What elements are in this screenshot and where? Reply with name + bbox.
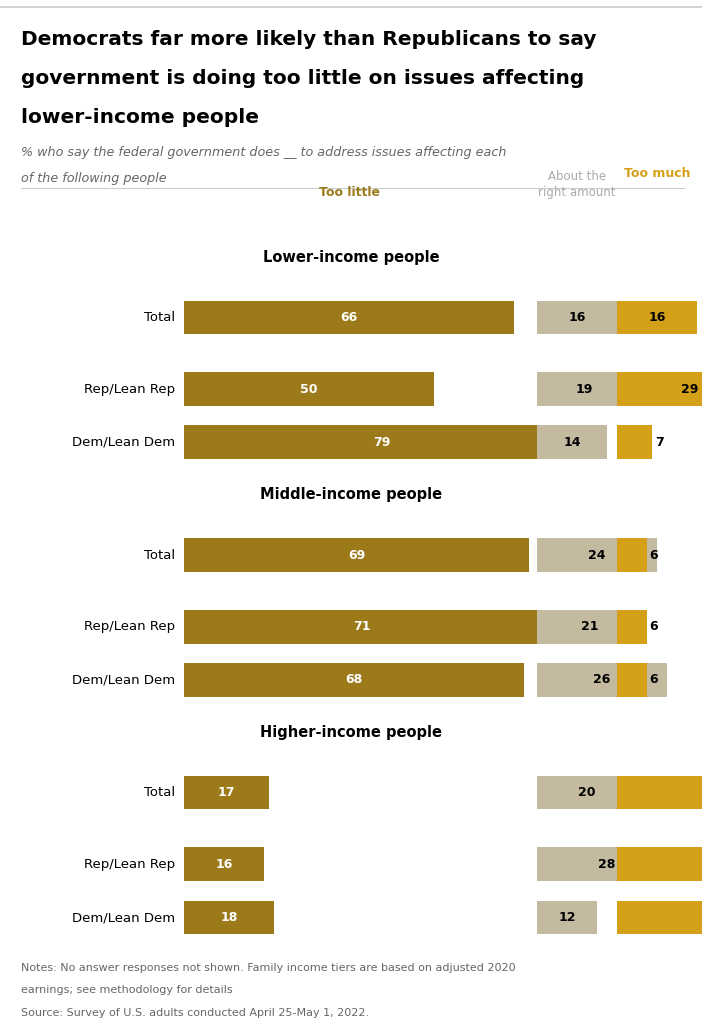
- Text: About the
right amount: About the right amount: [538, 170, 616, 199]
- Text: 28: 28: [598, 858, 616, 870]
- Text: % who say the federal government does __ to address issues affecting each: % who say the federal government does __…: [21, 146, 507, 160]
- Text: 16: 16: [216, 858, 232, 870]
- Bar: [537, 664, 667, 697]
- Text: 6: 6: [650, 549, 658, 561]
- Bar: [537, 373, 632, 407]
- Bar: [184, 848, 264, 882]
- Text: Source: Survey of U.S. adults conducted April 25-May 1, 2022.: Source: Survey of U.S. adults conducted …: [21, 1008, 369, 1018]
- Bar: [537, 901, 597, 935]
- Text: Democrats far more likely than Republicans to say: Democrats far more likely than Republica…: [21, 30, 597, 49]
- Text: 21: 21: [581, 621, 598, 633]
- Bar: [617, 373, 702, 407]
- Bar: [184, 664, 524, 697]
- Text: Higher-income people: Higher-income people: [260, 725, 442, 740]
- Text: of the following people: of the following people: [21, 172, 166, 185]
- Text: Too much: Too much: [623, 167, 690, 180]
- Text: 66: 66: [340, 311, 358, 324]
- Bar: [184, 426, 579, 460]
- Bar: [184, 610, 539, 644]
- Bar: [184, 373, 434, 407]
- Text: 16: 16: [568, 311, 585, 324]
- Text: 16: 16: [648, 311, 665, 324]
- Text: 6: 6: [650, 674, 658, 686]
- Text: Rep/Lean Rep: Rep/Lean Rep: [84, 621, 176, 633]
- Text: 68: 68: [345, 674, 363, 686]
- Text: Middle-income people: Middle-income people: [260, 487, 442, 503]
- Text: 79: 79: [373, 436, 390, 449]
- Bar: [617, 848, 702, 882]
- Bar: [617, 426, 652, 460]
- Text: Rep/Lean Rep: Rep/Lean Rep: [84, 858, 176, 870]
- Text: 19: 19: [576, 383, 593, 395]
- Text: earnings; see methodology for details: earnings; see methodology for details: [21, 985, 232, 995]
- Text: 29: 29: [681, 383, 698, 395]
- Text: 14: 14: [563, 436, 581, 449]
- Text: 17: 17: [218, 786, 235, 799]
- Text: lower-income people: lower-income people: [21, 108, 259, 127]
- Bar: [617, 776, 702, 810]
- Text: Dem/Lean Dem: Dem/Lean Dem: [72, 911, 176, 924]
- Bar: [537, 426, 607, 460]
- Text: Rep/Lean Rep: Rep/Lean Rep: [84, 383, 176, 395]
- Text: Dem/Lean Dem: Dem/Lean Dem: [72, 436, 176, 449]
- Bar: [184, 776, 269, 810]
- Text: 50: 50: [300, 383, 318, 395]
- Text: Too little: Too little: [319, 185, 380, 199]
- Text: 24: 24: [588, 549, 606, 561]
- Bar: [617, 901, 702, 935]
- Text: 6: 6: [650, 621, 658, 633]
- Text: Lower-income people: Lower-income people: [263, 250, 439, 265]
- Text: 7: 7: [655, 436, 663, 449]
- Text: 12: 12: [558, 911, 576, 924]
- Bar: [617, 664, 647, 697]
- Text: Notes: No answer responses not shown. Family income tiers are based on adjusted : Notes: No answer responses not shown. Fa…: [21, 963, 516, 973]
- Bar: [537, 776, 637, 810]
- Bar: [617, 539, 647, 572]
- Bar: [184, 301, 515, 334]
- Text: 18: 18: [220, 911, 238, 924]
- Bar: [617, 610, 647, 644]
- Text: Total: Total: [145, 311, 176, 324]
- Text: Total: Total: [145, 549, 176, 561]
- Text: Total: Total: [145, 786, 176, 799]
- Bar: [537, 610, 642, 644]
- Bar: [184, 539, 529, 572]
- Text: 71: 71: [353, 621, 371, 633]
- Bar: [184, 901, 274, 935]
- Text: government is doing too little on issues affecting: government is doing too little on issues…: [21, 69, 584, 88]
- Text: Dem/Lean Dem: Dem/Lean Dem: [72, 674, 176, 686]
- Text: 69: 69: [348, 549, 365, 561]
- Bar: [537, 301, 617, 334]
- Bar: [537, 539, 657, 572]
- Bar: [617, 301, 697, 334]
- Bar: [537, 848, 677, 882]
- Text: 20: 20: [578, 786, 595, 799]
- Text: 26: 26: [593, 674, 611, 686]
